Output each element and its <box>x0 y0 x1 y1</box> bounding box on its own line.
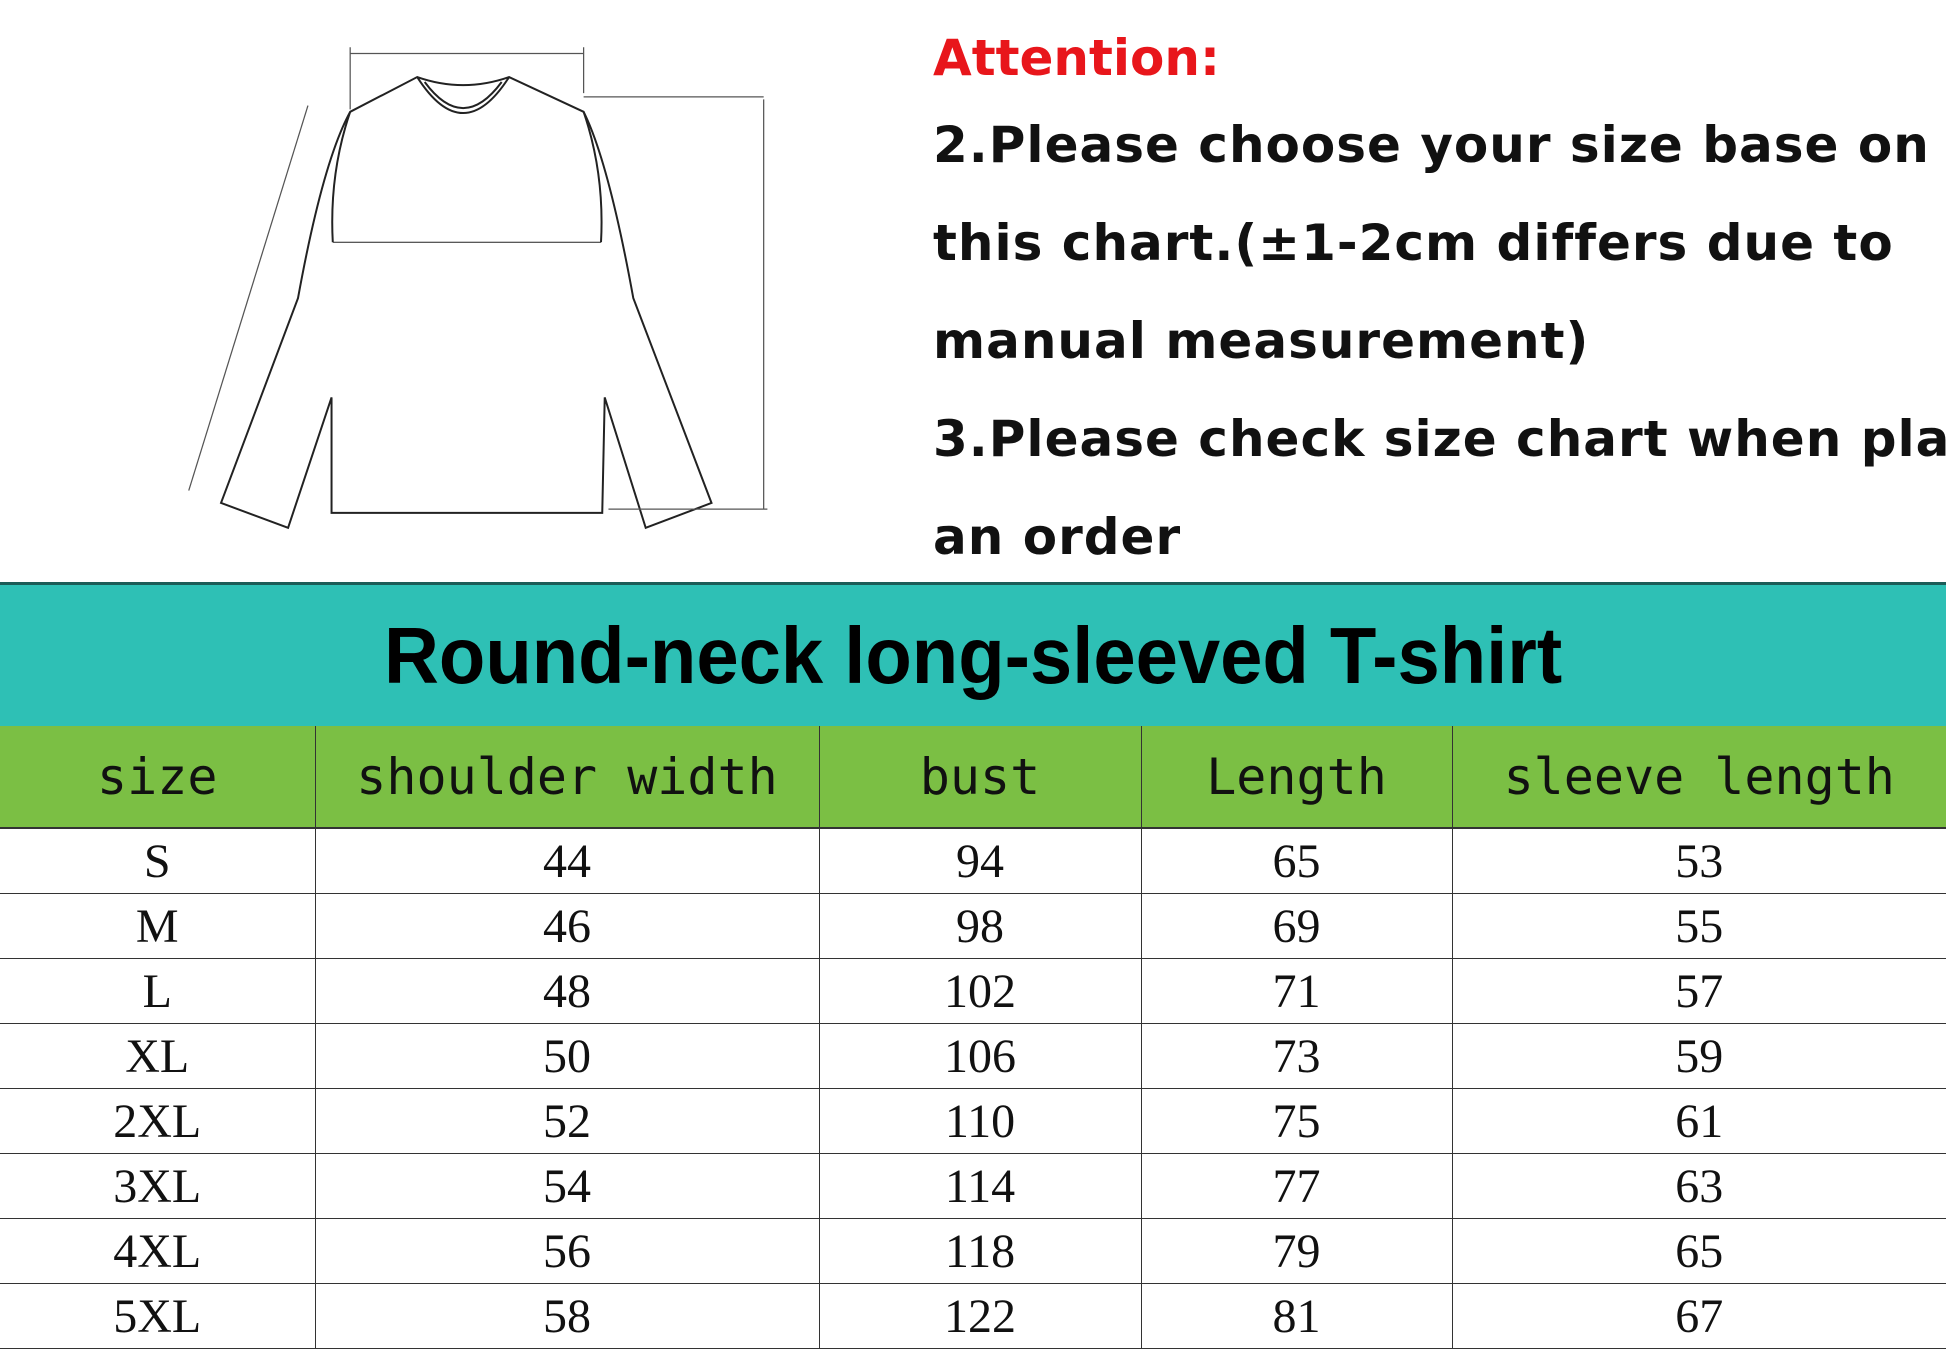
table-cell: 4XL <box>0 1218 315 1284</box>
attention-heading: Attention: <box>933 29 1220 87</box>
table-cell: 81 <box>1140 1283 1452 1349</box>
table-cell: 58 <box>314 1283 819 1349</box>
note-line: 2.Please choose your size base on <box>933 116 1930 174</box>
table-cell: 52 <box>314 1088 819 1154</box>
table-cell: 79 <box>1140 1218 1452 1284</box>
note-line: an order <box>933 508 1182 566</box>
table-cell: 69 <box>1140 893 1452 959</box>
table-cell: 54 <box>314 1153 819 1219</box>
table-cell: 46 <box>314 893 819 959</box>
title-banner: Round-neck long-sleeved T-shirt <box>0 582 1946 727</box>
table-cell: M <box>0 893 315 959</box>
table-cell: 77 <box>1140 1153 1452 1219</box>
table-cell: 118 <box>818 1218 1141 1284</box>
table-row: 3XL 54 114 77 63 <box>0 1153 1946 1219</box>
table-cell: 55 <box>1451 893 1946 959</box>
table-cell: 110 <box>818 1088 1141 1154</box>
chart-title: Round-neck long-sleeved T-shirt <box>383 611 1563 700</box>
table-cell: 75 <box>1140 1088 1452 1154</box>
table-cell: 65 <box>1140 828 1452 894</box>
shirt-outline <box>219 75 713 530</box>
table-cell: S <box>0 828 315 894</box>
tshirt-diagram <box>188 47 768 530</box>
column-header: Length <box>1140 726 1452 829</box>
column-header: shoulder width <box>314 726 819 829</box>
table-cell: 48 <box>314 958 819 1024</box>
table-row: L 48 102 71 57 <box>0 958 1946 1024</box>
header-row: size shoulder width bust Length sleeve lengt… <box>0 726 1946 829</box>
table-cell: 63 <box>1451 1153 1946 1219</box>
table-row: 5XL 58 122 81 67 <box>0 1283 1946 1349</box>
size-table: size shoulder width bust Length sleeve lengt… <box>0 726 1946 1349</box>
table-cell: 50 <box>314 1023 819 1089</box>
measure-lines <box>188 47 768 510</box>
table-cell: 67 <box>1451 1283 1946 1349</box>
table-cell: 122 <box>818 1283 1141 1349</box>
attention-notes: Attention: 2.Please choose your size bas… <box>933 20 1946 586</box>
table-cell: 59 <box>1451 1023 1946 1089</box>
table-cell: 73 <box>1140 1023 1452 1089</box>
table-cell: L <box>0 958 315 1024</box>
table-cell: 106 <box>818 1023 1141 1089</box>
note-line: this chart.(±1-2cm differs due to <box>933 214 1894 272</box>
table-row: 2XL 52 110 75 61 <box>0 1088 1946 1154</box>
table-cell: 2XL <box>0 1088 315 1154</box>
table-row: S 44 94 65 53 <box>0 828 1946 894</box>
table-cell: 53 <box>1451 828 1946 894</box>
note-line: manual measurement) <box>933 312 1590 370</box>
table-cell: 98 <box>818 893 1141 959</box>
table-cell: XL <box>0 1023 315 1089</box>
table-row: XL 50 106 73 59 <box>0 1023 1946 1089</box>
table-cell: 56 <box>314 1218 819 1284</box>
table-cell: 3XL <box>0 1153 315 1219</box>
table-cell: 57 <box>1451 958 1946 1024</box>
note-line: 3.Please check size chart when place <box>933 410 1946 468</box>
column-header: size <box>0 726 315 829</box>
table-cell: 65 <box>1451 1218 1946 1284</box>
column-header: bust <box>818 726 1141 829</box>
table-cell: 5XL <box>0 1283 315 1349</box>
table-cell: 61 <box>1451 1088 1946 1154</box>
column-header: sleeve length <box>1451 726 1946 829</box>
table-cell: 71 <box>1140 958 1452 1024</box>
table-cell: 114 <box>818 1153 1141 1219</box>
table-cell: 44 <box>314 828 819 894</box>
table-cell: 102 <box>818 958 1141 1024</box>
table-row: 4XL 56 118 79 65 <box>0 1218 1946 1284</box>
table-row: M 46 98 69 55 <box>0 893 1946 959</box>
table-cell: 94 <box>818 828 1141 894</box>
